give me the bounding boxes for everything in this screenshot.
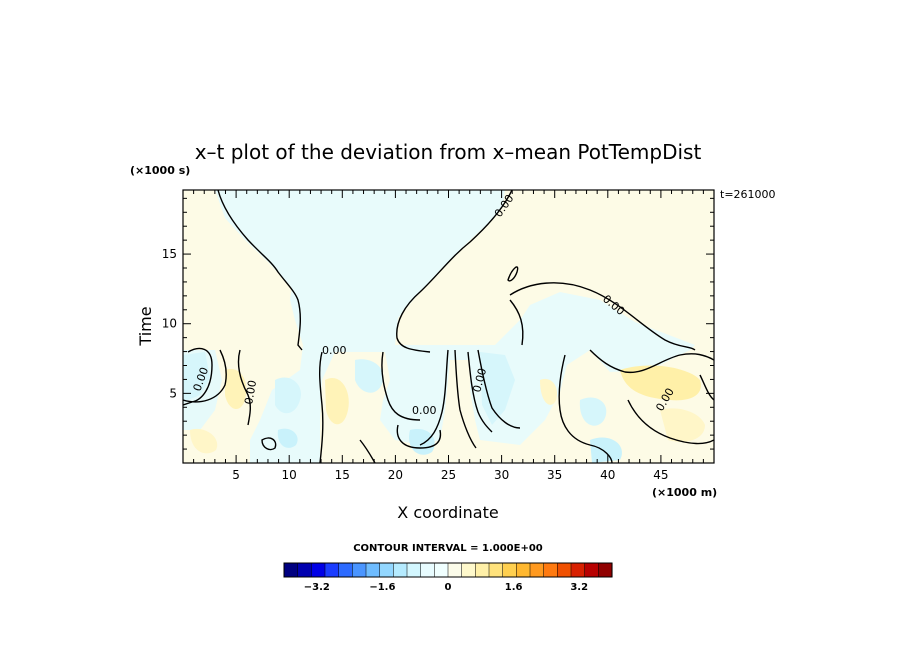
colorbar-tick-label: 3.2 [570,582,588,593]
x-tick-labels: 5 10 15 20 25 30 35 40 45 [232,468,668,482]
colorbar-tick-label: −3.2 [304,582,330,593]
contour-label: 0.00 [470,367,489,394]
time-note: t=261000 [720,188,776,201]
x-tick-label: 40 [600,468,615,482]
x-tick-label: 15 [335,468,350,482]
colorbar-cell [338,562,353,578]
y-minor-ticks [183,197,714,464]
x-tick-label: 30 [494,468,509,482]
colorbar-cell [516,562,531,578]
x-unit-label: (×1000 m) [652,486,717,499]
contour-mid-5 [454,349,477,449]
x-tick-label: 35 [547,468,562,482]
colorbar-cell [379,562,394,578]
field-positive-patch-1 [325,378,349,425]
contour-right-2 [589,349,714,374]
field-negative-patch-7 [590,437,622,463]
contour-right-1 [558,354,613,463]
field-negative-patch-4 [355,359,384,393]
colorbar-cell [297,562,312,578]
colorbar-cell [324,562,340,578]
contour-mid-2 [381,351,421,421]
colorbar-cell [557,562,572,578]
contour-small-loop [507,266,519,282]
field-negative-patch-3 [277,428,298,448]
y-tick-label: 5 [169,386,177,400]
contour-left-column [237,349,251,426]
x-tick-label: 10 [282,468,297,482]
colorbar-cell [543,562,558,578]
colorbar-frame [283,562,613,578]
contour-interval: CONTOUR INTERVAL = 1.000E+00 [353,543,543,554]
plot-area: 0.00 0.00 0.00 0.00 0.00 0.00 0.00 0.00 [183,190,714,463]
colorbar-cell [570,562,586,578]
contour-label: 0.00 [412,404,437,417]
colorbar-tick-label: −1.6 [369,582,395,593]
contour-mid-6 [467,351,493,433]
contour-upper-right [396,190,513,353]
colorbar-cell [406,562,422,578]
contour-left-inner [183,349,227,403]
field-positive-patch-5 [540,378,558,405]
colorbar-cell [475,562,490,578]
colorbar [283,562,613,578]
x-tick-label: 45 [653,468,668,482]
colorbar-cell [461,562,476,578]
contour-label: 0.00 [242,379,259,405]
contour-mid-3 [396,424,442,449]
contour-bottom-2 [261,437,277,451]
contour-mid-4 [419,349,449,446]
contour-label: 0.00 [322,344,347,357]
colorbar-cell [488,562,504,578]
field-negative-patch-8 [579,397,607,426]
contour-right-hook [509,299,524,346]
field-positive-patch-6 [190,428,218,454]
field-positive-patch-4 [660,408,705,442]
contour-right-arc [509,282,696,351]
field-positive-patch-3 [620,365,701,401]
contour-right-3 [627,399,714,445]
colorbar-cell [584,562,599,578]
y-tick-label: 10 [162,317,177,331]
colorbar-cell [283,562,299,578]
field-negative-patch-2 [275,377,301,414]
x-axis-label: X coordinate [397,503,498,522]
contour-upper [217,190,303,351]
colorbar-tick-label: 1.6 [505,582,523,593]
x-tick-label: 20 [388,468,403,482]
field-negative-upper [215,190,695,463]
field-negative-patch-5 [480,352,515,425]
colorbar-cell [365,562,381,578]
x-tick-label: 5 [232,468,240,482]
colorbar-cell [598,562,613,578]
y-tick-label: 15 [162,247,177,261]
colorbar-cell [420,562,435,578]
colorbar-cell [447,562,463,578]
contour-lines [183,190,714,463]
y-tick-labels: 5 10 15 [162,247,177,400]
chart-title: x–t plot of the deviation from x–mean Po… [195,140,702,164]
contour-mid-1 [319,351,324,463]
colorbar-labels: −3.2 −1.6 0 1.6 3.2 [304,582,588,593]
contour-left-loop [183,347,213,406]
y-unit-label: (×1000 s) [130,164,190,177]
y-axis-label: Time [136,306,155,346]
x-minor-ticks [182,190,715,463]
field-negative-patch-1 [183,352,210,400]
contour-right-4 [699,374,714,401]
colorbar-cell [434,562,449,578]
colorbar-cell [352,562,367,578]
x-tick-label: 25 [441,468,456,482]
colorbar-cell [502,562,517,578]
colorbar-tick-label: 0 [445,582,452,593]
contour-mid-7 [477,349,521,429]
colorbar-cell [311,562,326,578]
colorbar-cell [529,562,545,578]
colorbar-cell [393,562,408,578]
